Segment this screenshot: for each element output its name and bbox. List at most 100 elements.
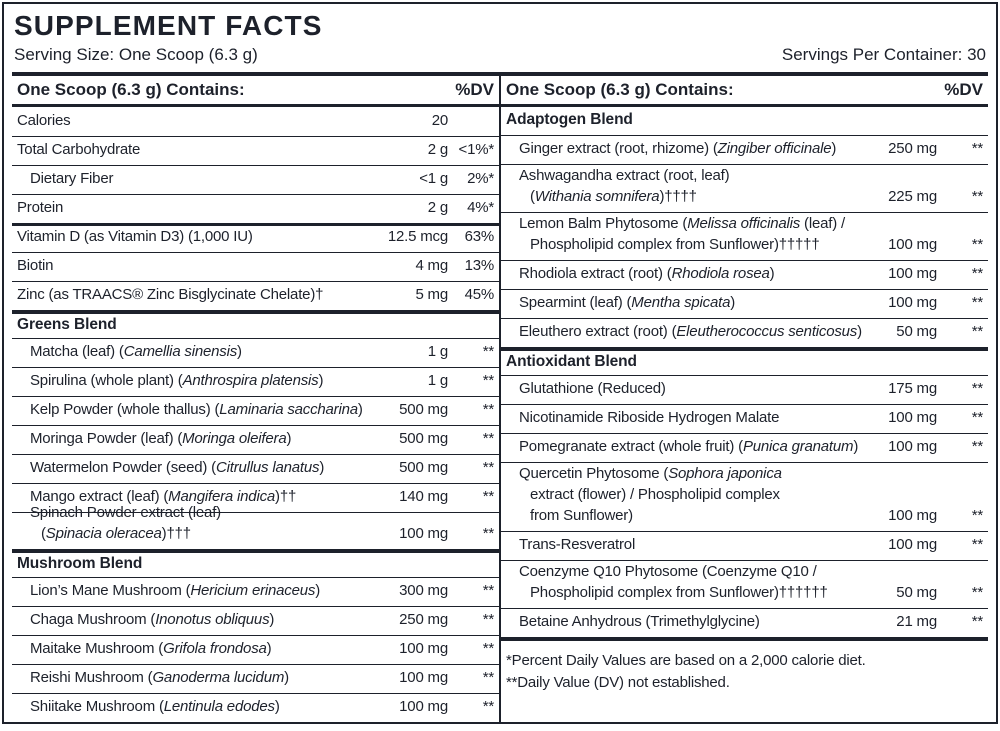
dv-value: ** — [482, 487, 494, 505]
dv-value: ** — [971, 187, 983, 205]
table-row: Rhodiola extract (root) (Rhodiola rosea)… — [501, 259, 988, 289]
amount-value: 500 mg — [399, 458, 448, 476]
dv-heading: %DV — [455, 79, 494, 99]
ingredient-name: Lion’s Mane Mushroom (Hericium erinaceus… — [30, 582, 320, 599]
amount-value: 100 mg — [888, 506, 937, 524]
table-row: Betaine Anhydrous (Trimethylglycine) 21 m… — [501, 607, 988, 637]
table-row: Lion’s Mane Mushroom (Hericium erinaceus… — [12, 577, 499, 606]
table-row: Pomegranate extract (whole fruit) (Punic… — [501, 432, 988, 462]
section-header-row: Mushroom Blend — [12, 549, 499, 577]
amount-value: 2 g — [427, 198, 448, 216]
ingredient-name: Maitake Mushroom (Grifola frondosa) — [30, 640, 272, 657]
ingredient-name: Mango extract (leaf) (Mangifera indica)†… — [30, 487, 297, 505]
ingredient-name: Nicotinamide Riboside Hydrogen Malate — [519, 408, 780, 426]
dv-value: ** — [971, 379, 983, 397]
amount-value: 4 mg — [415, 256, 448, 274]
table-row: Moringa Powder (leaf) (Moringa oleifera)… — [12, 424, 499, 454]
ingredient-name: Total Carbohydrate — [17, 140, 141, 158]
table-row: Shiitake Mushroom (Lentinula edodes) 100 … — [12, 693, 499, 722]
ingredient-name: Kelp Powder (whole thallus) (Laminaria s… — [30, 400, 363, 418]
ingredient-name: Moringa Powder (leaf) (Moringa oleifera) — [30, 429, 292, 447]
column-right-header: One Scoop (6.3 g) Contains: %DV — [501, 76, 988, 107]
amount-value: 140 mg — [399, 487, 448, 505]
dv-value: ** — [971, 535, 983, 553]
table-row: Glutathione (Reduced) 175 mg ** — [501, 374, 988, 404]
dv-value: ** — [971, 437, 983, 455]
amount-value: 100 mg — [399, 525, 448, 542]
ingredient-name: Zinc (as TRAACS® Zinc Bisglycinate Chela… — [17, 285, 324, 303]
amount-value: 50 mg — [896, 583, 937, 601]
dv-value: ** — [971, 264, 983, 282]
table-row: Nicotinamide Riboside Hydrogen Malate 100… — [501, 403, 988, 433]
section-header-row: Antioxidant Blend — [501, 346, 988, 375]
amount-value: 20 — [431, 111, 448, 129]
page-title: SUPPLEMENT FACTS — [14, 10, 323, 41]
table-row: Spirulina (whole plant) (Anthrospira pla… — [12, 366, 499, 396]
ingredient-name: Spirulina (whole plant) (Anthrospira pla… — [30, 371, 324, 389]
dv-value: ** — [482, 640, 494, 657]
amount-value: 100 mg — [399, 640, 448, 657]
table-row: Coenzyme Q10 Phytosome (Coenzyme Q10 /Ph… — [501, 559, 988, 608]
column-right-body: Adaptogen Blend Ginger extract (root, rhi… — [501, 107, 988, 722]
table-row: Vitamin D (as Vitamin D3) (1,000 IU) 12.5… — [12, 222, 499, 252]
amount-value: 100 mg — [399, 669, 448, 686]
ingredient-name: Rhodiola extract (root) (Rhodiola rosea) — [519, 264, 775, 282]
section-label: Adaptogen Blend — [506, 110, 633, 128]
table-row: Biotin 4 mg 13% — [12, 251, 499, 281]
dv-value: ** — [971, 506, 983, 524]
amount-value: 100 mg — [888, 408, 937, 426]
section-header-row: Greens Blend — [12, 309, 499, 338]
table-row: Matcha (leaf) (Camellia sinensis) 1 g ** — [12, 337, 499, 367]
footnotes: *Percent Daily Values are based on a 2,0… — [501, 636, 988, 700]
table-row: Zinc (as TRAACS® Zinc Bisglycinate Chela… — [12, 280, 499, 310]
ingredient-name: Coenzyme Q10 Phytosome (Coenzyme Q10 /Ph… — [519, 562, 828, 601]
column-left-body: Calories 20 Total Carbohydrate 2 g <1%* Dieta… — [12, 107, 499, 722]
column-heading: One Scoop (6.3 g) Contains: — [506, 79, 734, 99]
ingredient-name: Dietary Fiber — [30, 169, 114, 187]
table-row: Spearmint (leaf) (Mentha spicata) 100 mg *… — [501, 288, 988, 318]
dv-value: <1%* — [458, 140, 495, 158]
amount-value: 250 mg — [888, 139, 937, 157]
table-row: Trans-Resveratrol 100 mg ** — [501, 530, 988, 560]
dv-value: ** — [971, 583, 983, 601]
table-row: Mango extract (leaf) (Mangifera indica)†… — [12, 482, 499, 512]
amount-value: 100 mg — [888, 535, 937, 553]
ingredient-name: Shiitake Mushroom (Lentinula edodes) — [30, 698, 280, 715]
amount-value: <1 g — [419, 169, 448, 187]
dv-value: ** — [482, 669, 494, 686]
table-row: Ashwagandha extract (root, leaf) (Withani… — [501, 163, 988, 212]
table-row: Kelp Powder (whole thallus) (Laminaria s… — [12, 395, 499, 425]
dv-value: 13% — [464, 256, 495, 274]
amount-value: 300 mg — [399, 582, 448, 599]
dv-value: 45% — [464, 285, 495, 303]
amount-value: 21 mg — [896, 612, 937, 630]
serving-info-row: Serving Size: One Scoop (6.3 g) Servings… — [12, 42, 988, 72]
footnote-line-1: *Percent Daily Values are based on a 2,0… — [506, 651, 866, 669]
dv-value: ** — [482, 525, 494, 542]
dv-value: ** — [971, 139, 983, 157]
amount-value: 2 g — [427, 140, 448, 158]
dv-value: ** — [482, 371, 494, 389]
table-row: Spinach Powder extract (leaf) (Spinacia o… — [12, 504, 499, 549]
ingredient-name: Reishi Mushroom (Ganoderma lucidum) — [30, 669, 289, 686]
dv-value: ** — [482, 429, 494, 447]
amount-value: 500 mg — [399, 429, 448, 447]
footnote-line-2: **Daily Value (DV) not established. — [506, 673, 730, 691]
table-row: Protein 2 g 4%* — [12, 193, 499, 223]
dv-value: ** — [971, 408, 983, 426]
section-header-row: Adaptogen Blend — [501, 107, 988, 135]
dv-value: ** — [482, 400, 494, 418]
table-row: Reishi Mushroom (Ganoderma lucidum) 100 m… — [12, 664, 499, 693]
table-row: Chaga Mushroom (Inonotus obliquus) 250 mg… — [12, 606, 499, 635]
amount-value: 100 mg — [888, 235, 937, 253]
amount-value: 1 g — [427, 342, 448, 360]
section-label: Greens Blend — [17, 315, 117, 333]
column-right: One Scoop (6.3 g) Contains: %DV Adaptoge… — [499, 75, 988, 722]
amount-value: 175 mg — [888, 379, 937, 397]
ingredient-name: Biotin — [17, 256, 54, 274]
dv-value: 2%* — [467, 169, 494, 187]
amount-value: 225 mg — [888, 187, 937, 205]
dv-value: 4%* — [467, 198, 494, 216]
amount-value: 250 mg — [399, 611, 448, 628]
